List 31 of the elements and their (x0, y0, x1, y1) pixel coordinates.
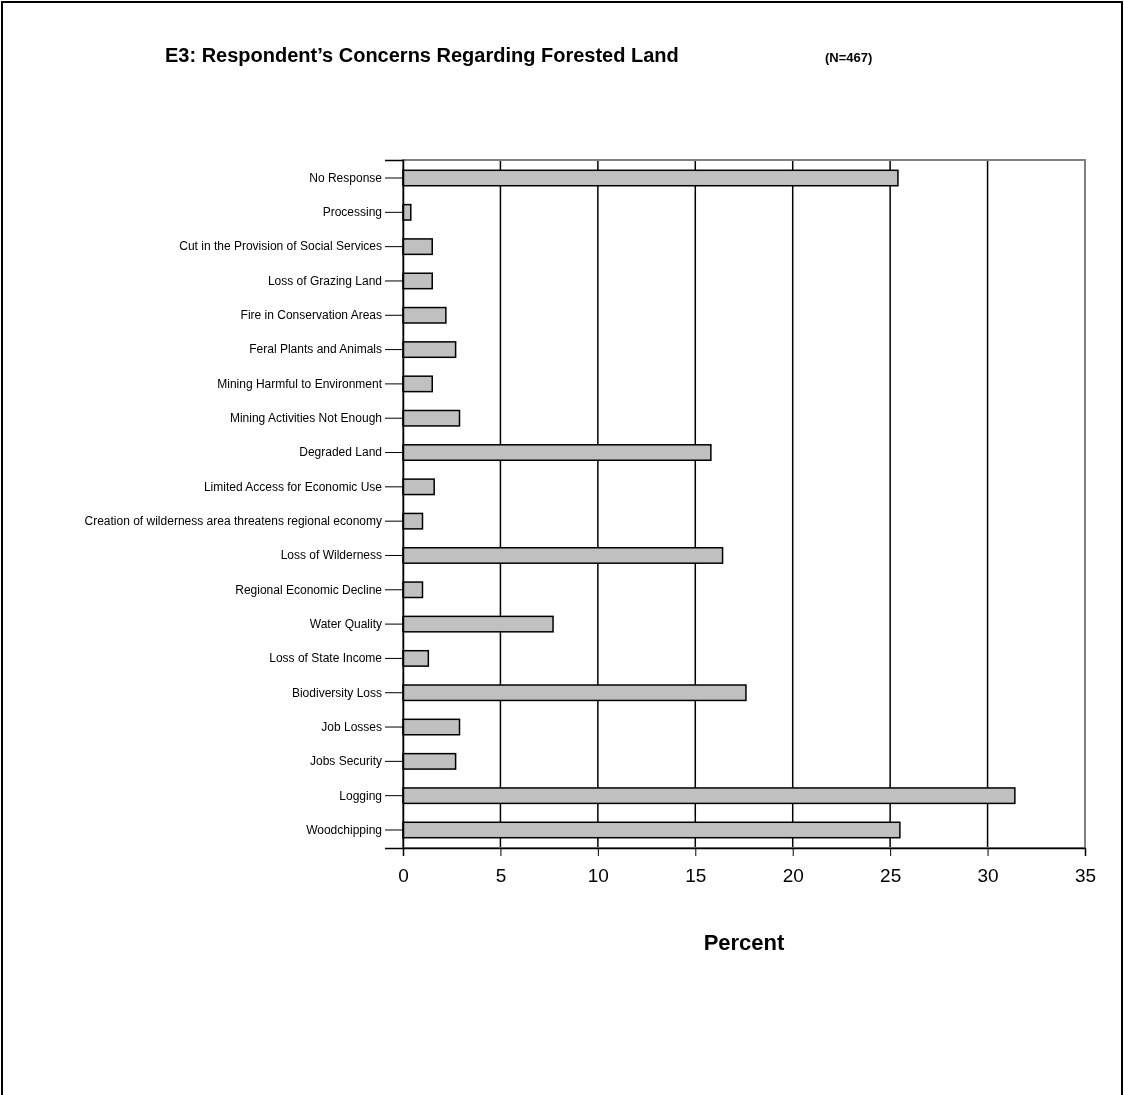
x-tick-label: 20 (782, 864, 804, 886)
y-tick-label: Biodiversity Loss (291, 685, 382, 700)
chart-title: E3: Respondent’s Concerns Regarding Forested Land (165, 44, 679, 66)
chart-subtitle: (N=467) (825, 50, 873, 65)
x-tick-label: 25 (880, 864, 902, 886)
y-tick-label: Feral Plants and Animals (249, 342, 382, 357)
x-tick-label: 30 (977, 864, 999, 886)
y-tick-label: Jobs Security (309, 754, 382, 769)
y-tick-label: Cut in the Provision of Social Services (179, 239, 382, 254)
y-tick-label: Logging (339, 788, 382, 803)
y-tick-label: Mining Harmful to Environment (217, 376, 383, 391)
y-tick-label: Loss of Grazing Land (267, 273, 382, 288)
y-tick-label: Woodchipping (306, 822, 382, 837)
y-tick-label: Degraded Land (299, 445, 382, 460)
x-tick-label: 10 (587, 864, 609, 886)
y-tick-label: No Response (309, 170, 383, 185)
y-tick-label: Loss of State Income (269, 651, 383, 666)
y-tick-label: Regional Economic Decline (235, 582, 383, 597)
y-tick-label: Job Losses (321, 719, 382, 734)
y-tick-label: Mining Activities Not Enough (229, 411, 382, 426)
x-tick-label: 0 (398, 864, 409, 886)
y-tick-label: Water Quality (309, 616, 382, 631)
x-tick-label: 15 (685, 864, 707, 886)
x-axis-title: Percent (703, 930, 786, 955)
y-tick-label: Processing (322, 205, 382, 220)
x-tick-label: 35 (1074, 864, 1097, 886)
y-tick-label: Loss of Wilderness (280, 548, 382, 563)
y-tick-label: Creation of wilderness area threatens regional economy (84, 514, 382, 528)
y-tick-label: Limited Access for Economic Use (203, 479, 383, 494)
y-tick-label: Fire in Conservation Areas (240, 308, 382, 323)
x-tick-label: 5 (495, 864, 507, 886)
